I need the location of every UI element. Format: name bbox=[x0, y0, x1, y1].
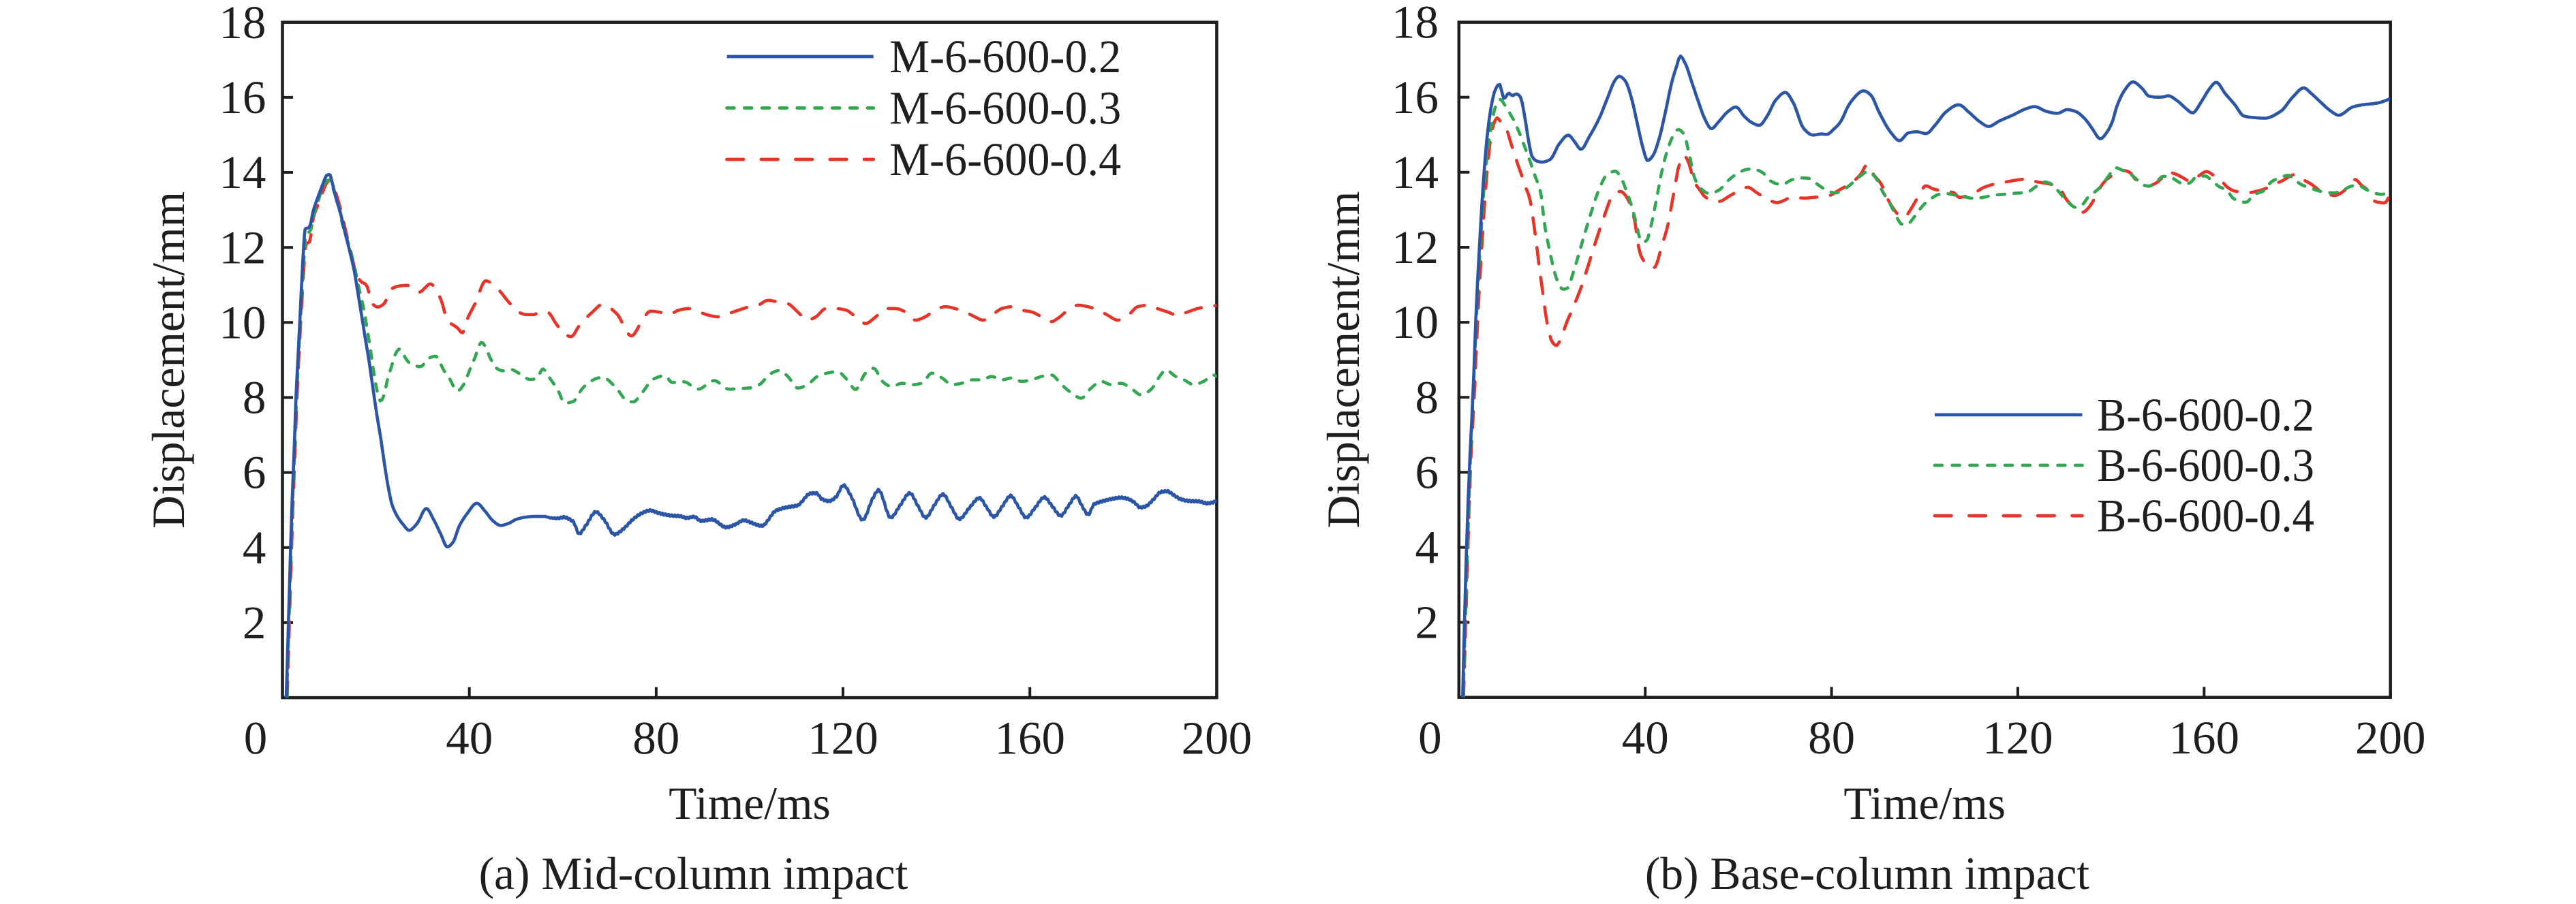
svg-text:B-6-600-0.2: B-6-600-0.2 bbox=[2097, 389, 2314, 441]
svg-text:14: 14 bbox=[1392, 146, 1439, 198]
svg-text:M-6-600-0.3: M-6-600-0.3 bbox=[889, 82, 1121, 134]
svg-text:0: 0 bbox=[1418, 712, 1442, 764]
svg-text:(b) Base-column impact: (b) Base-column impact bbox=[1645, 848, 2090, 899]
svg-text:16: 16 bbox=[219, 72, 266, 123]
svg-text:160: 160 bbox=[2169, 712, 2240, 764]
svg-text:18: 18 bbox=[1392, 0, 1439, 48]
svg-text:10: 10 bbox=[1392, 296, 1439, 348]
svg-text:120: 120 bbox=[808, 712, 878, 764]
svg-text:40: 40 bbox=[446, 712, 493, 764]
svg-text:(a) Mid-column impact: (a) Mid-column impact bbox=[479, 848, 908, 899]
svg-text:B-6-600-0.3: B-6-600-0.3 bbox=[2097, 439, 2314, 491]
svg-text:160: 160 bbox=[994, 712, 1065, 764]
svg-text:M-6-600-0.2: M-6-600-0.2 bbox=[889, 31, 1121, 82]
svg-text:120: 120 bbox=[1982, 712, 2053, 764]
svg-text:14: 14 bbox=[219, 146, 266, 198]
svg-text:Displacement/mm: Displacement/mm bbox=[143, 191, 194, 529]
svg-text:6: 6 bbox=[243, 447, 266, 499]
svg-text:12: 12 bbox=[1392, 221, 1439, 273]
svg-text:0: 0 bbox=[244, 712, 268, 764]
svg-text:Time/ms: Time/ms bbox=[669, 778, 831, 829]
svg-text:2: 2 bbox=[243, 597, 266, 649]
svg-text:16: 16 bbox=[1392, 72, 1439, 123]
svg-text:4: 4 bbox=[243, 522, 266, 574]
svg-text:12: 12 bbox=[219, 221, 266, 273]
svg-text:80: 80 bbox=[632, 712, 679, 764]
svg-text:2: 2 bbox=[1415, 597, 1439, 649]
svg-text:6: 6 bbox=[1415, 446, 1439, 498]
svg-text:Displacement/mm: Displacement/mm bbox=[1318, 191, 1369, 529]
svg-text:4: 4 bbox=[1415, 522, 1439, 574]
svg-text:40: 40 bbox=[1622, 712, 1669, 764]
svg-text:M-6-600-0.4: M-6-600-0.4 bbox=[889, 134, 1121, 185]
svg-text:10: 10 bbox=[219, 296, 266, 348]
svg-text:200: 200 bbox=[2355, 712, 2426, 764]
svg-text:8: 8 bbox=[243, 372, 266, 424]
svg-text:80: 80 bbox=[1808, 712, 1855, 764]
svg-text:B-6-600-0.4: B-6-600-0.4 bbox=[2097, 490, 2314, 542]
svg-text:8: 8 bbox=[1415, 371, 1439, 423]
svg-text:Time/ms: Time/ms bbox=[1843, 778, 2006, 829]
svg-text:200: 200 bbox=[1182, 712, 1253, 764]
svg-text:18: 18 bbox=[219, 0, 266, 48]
